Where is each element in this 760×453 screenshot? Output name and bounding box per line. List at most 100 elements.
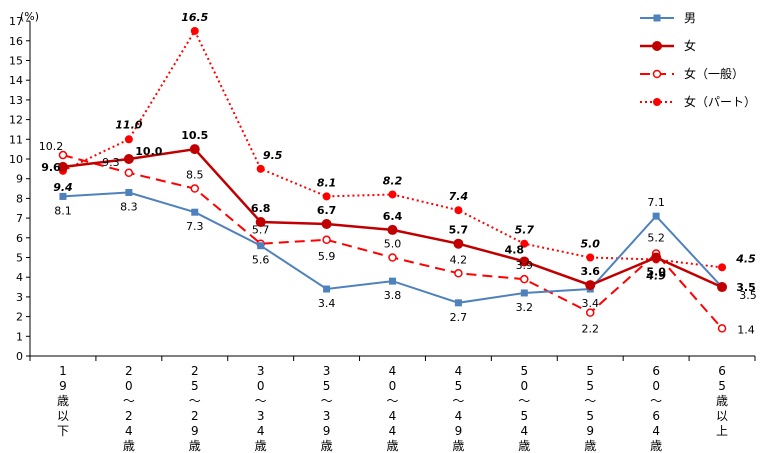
x-category-char: 4 (652, 424, 660, 438)
data-point (189, 144, 200, 155)
data-label: 3.9 (516, 259, 534, 272)
data-label: 9.3 (102, 156, 120, 169)
x-category-label: 45～49歳 (452, 364, 464, 453)
data-point (387, 224, 398, 235)
data-label: 2.2 (581, 323, 599, 336)
x-category-char: 5 (586, 379, 594, 393)
data-point (59, 192, 67, 200)
data-labels: 8.1 8.3 7.3 5.6 3.4 3.8 2.7 3.2 3.4 7.1 3.5 9.6 10.0… (39, 11, 757, 336)
data-label: 5.0 (646, 266, 666, 279)
data-label: 6.7 (317, 204, 337, 217)
data-label: 9.4 (53, 181, 73, 194)
x-category-labels: 19歳以下20～24歳25～29歳30～34歳35～39歳40～44歳45～49… (57, 364, 728, 453)
x-category-char: 歳 (386, 439, 398, 453)
x-category-char: 5 (718, 379, 726, 393)
x-category-label: 50～54歳 (518, 364, 530, 453)
x-category-char: 2 (125, 364, 133, 378)
data-label: 7.1 (647, 196, 665, 209)
legend-item: 女（一般） (640, 66, 744, 81)
data-point (585, 280, 596, 291)
data-point (256, 164, 265, 173)
x-category-char: ～ (518, 394, 530, 408)
x-category-char: ～ (386, 394, 398, 408)
y-tick-label: 15 (9, 55, 23, 68)
data-label: 5.6 (252, 254, 270, 267)
data-label: 5.7 (252, 224, 270, 237)
x-category-char: 9 (59, 379, 67, 393)
data-label: 5.0 (580, 238, 600, 251)
x-category-char: 以 (57, 409, 69, 423)
data-point (586, 253, 595, 262)
data-label: 7.4 (449, 190, 469, 203)
x-category-char: 歳 (123, 439, 135, 453)
x-category-char: 4 (389, 424, 397, 438)
data-point (718, 263, 727, 272)
x-category-char: 歳 (57, 394, 69, 408)
data-label: 3.6 (580, 265, 600, 278)
data-label: 7.3 (186, 220, 204, 233)
data-point (389, 277, 396, 285)
data-label: 3.5 (739, 289, 757, 302)
x-category-char: 3 (323, 409, 331, 423)
data-point (123, 154, 134, 164)
x-category-char: 6 (652, 364, 660, 378)
data-point (519, 256, 530, 267)
x-category-label: 20～24歳 (123, 364, 135, 453)
legend: 男女女（一般） 女（パート） (640, 11, 756, 109)
x-category-char: 下 (57, 424, 69, 438)
x-category-char: 2 (125, 409, 133, 423)
data-label: 8.2 (383, 174, 403, 187)
legend-item: 女 (640, 38, 696, 53)
y-tick-label: 16 (9, 35, 23, 48)
x-category-char: 2 (191, 409, 199, 423)
x-category-char: 歳 (584, 439, 596, 453)
data-label: 5.9 (318, 250, 336, 263)
x-category-char: 3 (323, 364, 331, 378)
x-category-char: ～ (650, 394, 662, 408)
x-category-label: 40～44歳 (386, 364, 398, 453)
x-category-char: 歳 (452, 439, 464, 453)
x-category-label: 55～59歳 (584, 364, 596, 453)
data-point (190, 26, 199, 35)
x-category-char: 2 (191, 364, 199, 378)
data-label: 1.4 (737, 323, 755, 336)
legend-label: 女（パート） (684, 94, 756, 109)
series-lines (57, 26, 728, 333)
y-tick-label: 5 (16, 252, 23, 265)
data-point (191, 208, 199, 216)
x-category-char: 歳 (189, 439, 201, 453)
data-point (58, 150, 68, 160)
x-category-char: 上 (716, 424, 728, 438)
data-label: 8.3 (120, 200, 138, 213)
axes (26, 20, 756, 361)
x-category-char: 0 (257, 379, 265, 393)
data-label: 10.2 (39, 140, 64, 153)
data-label: 10.0 (135, 145, 162, 158)
legend-marker (652, 41, 662, 51)
x-category-char: 0 (652, 379, 660, 393)
data-point (190, 184, 200, 193)
y-tick-label: 12 (9, 114, 23, 127)
x-category-char: 4 (389, 409, 397, 423)
data-point (717, 282, 728, 293)
x-category-char: 6 (652, 409, 660, 423)
y-tick-label: 13 (9, 94, 23, 107)
y-tick-label: 8 (16, 192, 23, 205)
x-category-char: ～ (189, 394, 201, 408)
x-category-char: 0 (389, 379, 397, 393)
x-category-char: 9 (191, 424, 199, 438)
data-label: 3.8 (384, 289, 402, 302)
x-category-char: 4 (520, 424, 528, 438)
data-point (322, 192, 331, 201)
x-category-char: 以 (716, 409, 728, 423)
x-category-char: 9 (455, 424, 463, 438)
data-label: 3.5 (736, 281, 756, 294)
x-category-char: 3 (257, 409, 265, 423)
x-category-label: 30～34歳 (255, 364, 267, 453)
y-axis-unit-label: (%) (20, 10, 39, 23)
x-category-char: 歳 (716, 394, 728, 408)
data-label: 3.2 (516, 301, 534, 314)
data-point (323, 285, 331, 293)
